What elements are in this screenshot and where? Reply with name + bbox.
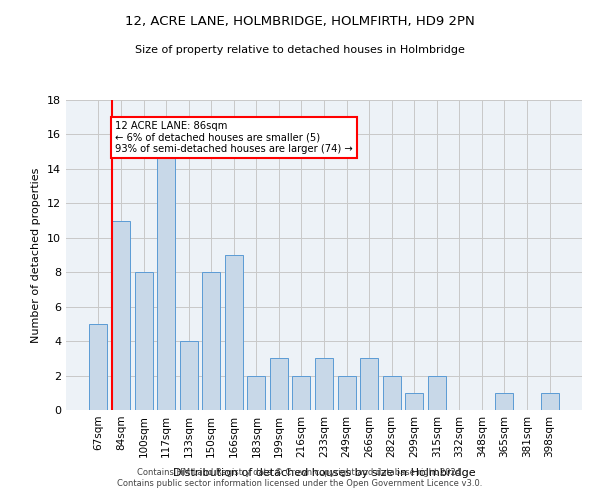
Text: 12, ACRE LANE, HOLMBRIDGE, HOLMFIRTH, HD9 2PN: 12, ACRE LANE, HOLMBRIDGE, HOLMFIRTH, HD… — [125, 15, 475, 28]
Bar — [428, 376, 446, 410]
Bar — [225, 255, 243, 410]
Bar — [112, 220, 130, 410]
Text: 12 ACRE LANE: 86sqm
← 6% of detached houses are smaller (5)
93% of semi-detached: 12 ACRE LANE: 86sqm ← 6% of detached hou… — [115, 120, 353, 154]
Bar — [338, 376, 356, 410]
X-axis label: Distribution of detached houses by size in Holmbridge: Distribution of detached houses by size … — [173, 468, 475, 478]
Bar — [202, 272, 220, 410]
Bar — [383, 376, 401, 410]
Bar — [247, 376, 265, 410]
Bar — [270, 358, 288, 410]
Bar — [292, 376, 310, 410]
Bar — [496, 393, 514, 410]
Bar — [405, 393, 423, 410]
Y-axis label: Number of detached properties: Number of detached properties — [31, 168, 41, 342]
Bar — [360, 358, 378, 410]
Bar — [541, 393, 559, 410]
Bar — [134, 272, 152, 410]
Bar — [315, 358, 333, 410]
Bar — [157, 152, 175, 410]
Text: Contains HM Land Registry data © Crown copyright and database right 2024.
Contai: Contains HM Land Registry data © Crown c… — [118, 468, 482, 487]
Text: Size of property relative to detached houses in Holmbridge: Size of property relative to detached ho… — [135, 45, 465, 55]
Bar — [89, 324, 107, 410]
Bar — [179, 341, 198, 410]
